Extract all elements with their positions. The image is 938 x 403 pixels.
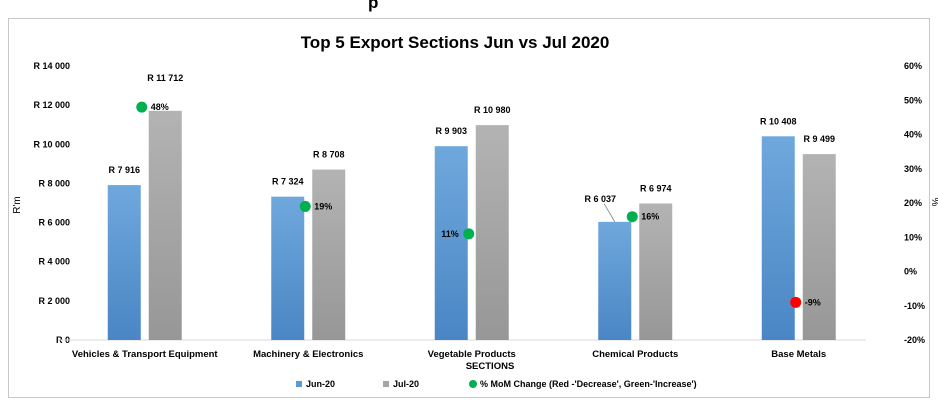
category-label: Base Metals	[771, 349, 826, 360]
top-strip: p	[0, 0, 938, 18]
y2-tick-label: 60%	[904, 61, 922, 71]
bar-value-label: R 11 712	[147, 73, 183, 83]
mom-change-dot	[463, 228, 475, 240]
bar-jun-20	[434, 146, 468, 340]
bar-value-label: R 7 324	[272, 177, 304, 187]
y-tick-label: R 6 000	[38, 218, 70, 228]
mom-dots-group: 48% 19% 11% 16% -9%	[136, 101, 821, 308]
bar-jun-20	[761, 136, 795, 340]
bar-jul-20	[148, 110, 182, 341]
y2-tick-label: -10%	[904, 301, 925, 311]
bar-value-label: R 6 037	[584, 194, 616, 204]
y2-tick-label: 30%	[904, 164, 922, 174]
mom-change-dot	[136, 101, 148, 113]
category-labels-group: Vehicles & Transport Equipment Machinery …	[72, 349, 826, 360]
bar-value-label: R 9 499	[803, 134, 835, 144]
legend-swatch	[296, 381, 302, 387]
y2-tick-label: -20%	[904, 335, 925, 345]
y-tick-label: R 8 000	[38, 178, 70, 188]
legend-label: % MoM Change (Red -'Decrease', Green-'In…	[480, 379, 697, 389]
y-tick-label: R 2 000	[38, 296, 70, 306]
y2-tick-label: 0%	[904, 267, 917, 277]
category-label: Vegetable Products	[428, 349, 516, 360]
mom-change-dot	[790, 296, 802, 308]
mom-change-label: -9%	[805, 297, 821, 307]
y-axis-title: R'm	[12, 196, 23, 213]
legend-label: Jun-20	[306, 379, 335, 389]
legend-label: Jul-20	[393, 379, 419, 389]
mom-change-dot	[626, 211, 638, 223]
bar-value-label: R 10 980	[474, 105, 511, 115]
bar-labels-group: R 7 916 R 7 324 R 9 903 R 6 037 R 10 408 R 11…	[108, 73, 835, 223]
category-label: Machinery & Electronics	[253, 349, 363, 360]
y-tick-label: R 4 000	[38, 257, 70, 267]
mom-change-dot	[299, 200, 311, 212]
label-leader-line	[603, 203, 616, 223]
x-axis-title: SECTIONS	[466, 361, 515, 372]
bar-jul-20	[802, 154, 836, 340]
chart-title: Top 5 Export Sections Jun vs Jul 2020	[301, 33, 610, 52]
mom-change-label: 16%	[641, 212, 659, 222]
legend-swatch	[383, 381, 389, 387]
y2-tick-label: 10%	[904, 232, 922, 242]
y-tick-label: R 10 000	[33, 139, 70, 149]
bar-value-label: R 7 916	[108, 165, 140, 175]
category-label: Chemical Products	[592, 349, 678, 360]
bar-value-label: R 9 903	[435, 126, 467, 136]
legend-dot-swatch	[469, 380, 477, 388]
y2-axis-title: %	[929, 198, 938, 207]
y2-tick-label: 50%	[904, 95, 922, 105]
mom-change-label: 48%	[151, 102, 169, 112]
y2-tick-label: 40%	[904, 130, 922, 140]
bar-jul-20	[312, 169, 346, 340]
bar-value-label: R 6 974	[640, 184, 672, 194]
bar-jul-20	[639, 203, 673, 340]
legend: Jun-20 Jul-20 % MoM Change (Red -'Decrease…	[296, 379, 697, 389]
cropped-heading-text: p	[368, 0, 379, 12]
bars-group	[107, 110, 836, 341]
bar-value-label: R 10 408	[760, 116, 797, 126]
bar-jun-20	[271, 196, 305, 340]
y2-tick-label: 20%	[904, 198, 922, 208]
bar-jun-20	[598, 221, 632, 340]
bar-jun-20	[107, 185, 141, 340]
category-label: Vehicles & Transport Equipment	[72, 349, 219, 360]
mom-change-label: 19%	[314, 201, 332, 211]
bar-value-label: R 8 708	[313, 150, 345, 160]
y-tick-label: R 14 000	[33, 61, 70, 71]
y2-axis-ticks: -20% -10% 0% 10% 20% 30% 40% 50% 60%	[904, 61, 925, 345]
bar-jul-20	[475, 125, 509, 340]
y-tick-label: R 12 000	[33, 100, 70, 110]
mom-change-label: 11%	[441, 229, 459, 239]
